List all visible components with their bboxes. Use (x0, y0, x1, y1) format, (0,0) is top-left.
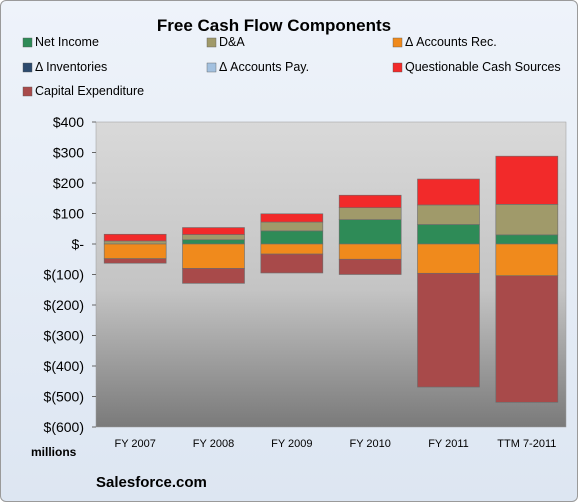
y-tick-label: $(200) (44, 297, 84, 313)
bar-net-income-fy-2008 (182, 239, 245, 245)
legend-swatch-capital-expenditure (22, 86, 33, 97)
bar-d-a-ttm-7-2011 (495, 204, 559, 236)
bar-net-income-fy-2010 (338, 219, 402, 245)
x-tick-label: FY 2008 (193, 438, 234, 450)
legend-label-capital-expenditure: Capital Expenditure (35, 84, 144, 98)
bar-d-a-fy-2007 (103, 240, 167, 245)
bar-questionable-cash-sources-fy-2011 (417, 178, 480, 206)
bar-capital-expenditure-fy-2010 (338, 258, 402, 275)
bar-questionable-cash-sources-fy-2007 (103, 233, 167, 242)
bar-accounts-rec-fy-2009 (260, 243, 324, 255)
bar-capital-expenditure-fy-2007 (103, 258, 167, 264)
x-axis: FY 2007 FY 2008 FY 2009 FY 2010 FY 2011 TTM 7… (114, 438, 556, 450)
plot-area (95, 121, 567, 428)
bar-net-income-ttm-7-2011 (495, 234, 559, 245)
x-tick-label: FY 2009 (271, 438, 312, 450)
legend-swatch-accounts-pay (206, 62, 217, 73)
bar-d-a-fy-2009 (260, 221, 324, 232)
bar-accounts-rec-fy-2010 (338, 243, 402, 260)
legend-label-accounts-pay: Δ Accounts Pay. (219, 60, 309, 74)
legend-swatch-accounts-rec (392, 37, 403, 48)
y-tick-label: $- (72, 236, 85, 252)
bar-d-a-fy-2010 (338, 207, 402, 220)
bar-net-income-fy-2011 (417, 224, 480, 245)
y-tick-label: $(500) (44, 389, 84, 405)
source-label: Salesforce.com (96, 474, 207, 491)
legend-label-d-a: D&A (219, 35, 245, 49)
y-tick-label: $200 (53, 175, 84, 191)
legend-label-accounts-rec: Δ Accounts Rec. (405, 35, 497, 49)
y-tick-label: $400 (53, 114, 84, 130)
x-tick-label: FY 2011 (428, 438, 469, 450)
y-tick-label: $(400) (44, 358, 84, 374)
bar-accounts-rec-fy-2007 (103, 243, 167, 259)
legend-swatch-d-a (206, 37, 217, 48)
bar-accounts-rec-ttm-7-2011 (495, 243, 559, 277)
bars (103, 155, 559, 403)
legend-label-inventories: Δ Inventories (35, 60, 107, 74)
y-tick-label: $(600) (44, 419, 84, 435)
legend-swatch-inventories (22, 62, 33, 73)
bar-capital-expenditure-fy-2008 (182, 268, 245, 284)
bar-capital-expenditure-fy-2009 (260, 253, 324, 274)
bar-questionable-cash-sources-fy-2010 (338, 194, 402, 209)
bar-accounts-rec-fy-2011 (417, 243, 480, 274)
y-tick-label: $(100) (44, 267, 84, 283)
chart-title: Free Cash Flow Components (157, 16, 391, 35)
bar-capital-expenditure-ttm-7-2011 (495, 275, 559, 403)
y-axis: $400 $300 $200 $100 $- $(100) $(200) $(300) $(40… (44, 114, 96, 435)
bar-capital-expenditure-fy-2011 (417, 272, 480, 388)
legend-swatch-net-income (22, 37, 33, 48)
bar-net-income-fy-2009 (260, 230, 324, 245)
bar-d-a-fy-2011 (417, 204, 480, 225)
bar-accounts-rec-fy-2008 (182, 243, 245, 269)
x-tick-label: FY 2010 (349, 438, 390, 450)
bar-questionable-cash-sources-fy-2009 (260, 213, 324, 223)
x-tick-label: FY 2007 (114, 438, 155, 450)
y-tick-label: $100 (53, 206, 84, 222)
y-tick-label: $(300) (44, 328, 84, 344)
legend-label-questionable-cash-sources: Questionable Cash Sources (405, 60, 561, 74)
bar-questionable-cash-sources-ttm-7-2011 (495, 155, 559, 205)
units-label: millions (31, 445, 77, 459)
legend: Net Income D&A Δ Accounts Rec. Δ Inventorie… (22, 35, 561, 98)
y-tick-label: $300 (53, 145, 84, 161)
legend-swatch-questionable-cash-sources (392, 62, 403, 73)
legend-label-net-income: Net Income (35, 35, 99, 49)
x-tick-label: TTM 7-2011 (497, 438, 556, 450)
bar-d-a-fy-2008 (182, 234, 245, 241)
bar-questionable-cash-sources-fy-2008 (182, 227, 245, 235)
